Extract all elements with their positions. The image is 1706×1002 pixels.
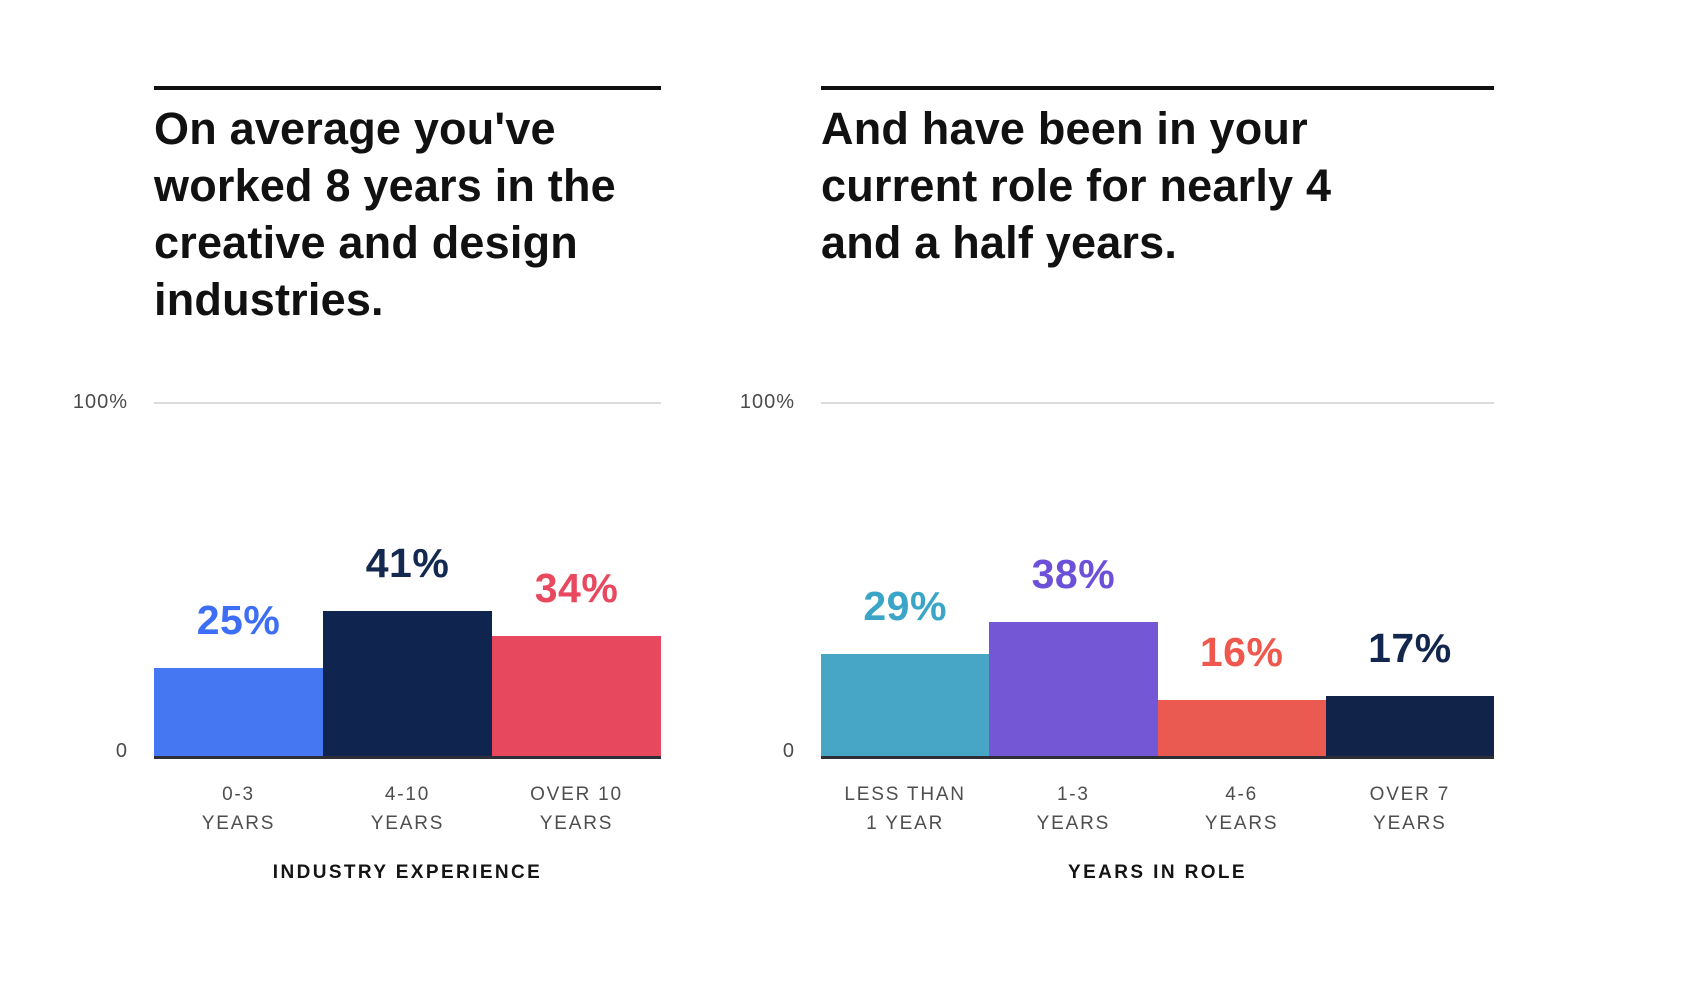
x-axis-tick-labels: 0-3 YEARS 4-10 YEARS OVER 10 YEARS (154, 780, 661, 838)
x-axis-tick-labels: LESS THAN 1 YEAR 1-3 YEARS 4-6 YEARS OVER 7… (821, 780, 1494, 838)
x-axis-tick-label: OVER 10 YEARS (530, 784, 623, 834)
bars-area: 29% 38% 16% 17% (821, 403, 1494, 756)
bar-value-label: 34% (534, 565, 619, 611)
x-axis-line (154, 756, 661, 759)
bar-rect (989, 621, 1158, 756)
y-axis-0-label: 0 (782, 740, 795, 762)
bar-value-label: 25% (196, 596, 281, 643)
bar-rect (492, 636, 661, 756)
bar-rect (154, 667, 323, 756)
gridline-100pct (821, 402, 1494, 404)
chart-headline: And have been in your current role for n… (821, 103, 1332, 268)
y-axis-100-label: 100% (739, 391, 795, 413)
x-axis-line (821, 756, 1494, 759)
gridline-100pct (154, 402, 661, 404)
bar-rect (821, 653, 990, 756)
y-axis-100-label: 100% (72, 391, 128, 413)
bar-group: 16% (1157, 403, 1326, 756)
y-axis-0-label: 0 (115, 740, 128, 762)
headline-rule (821, 86, 1494, 90)
bar-value-label: 41% (365, 540, 450, 587)
chart-section-industry-experience: On average you've worked 8 years in the … (73, 0, 661, 1002)
bar-group: 25% (154, 403, 323, 756)
bar-group: 29% (821, 403, 990, 756)
x-axis-tick-label: 4-6 YEARS (1204, 784, 1279, 834)
bar-group: 38% (989, 403, 1158, 756)
chart-headline: On average you've worked 8 years in the … (154, 103, 616, 325)
chart-section-years-in-role: And have been in your current role for n… (740, 0, 1494, 1002)
x-axis-tick-label: OVER 7 YEARS (1369, 784, 1451, 834)
bars-area: 25% 41% 34% (154, 403, 661, 756)
x-axis-tick-label: 0-3 YEARS (201, 784, 276, 834)
x-axis-tick-label: LESS THAN 1 YEAR (844, 784, 966, 834)
bar-value-label: 17% (1368, 625, 1452, 671)
bar-group: 41% (323, 403, 492, 756)
bar-value-label: 16% (1199, 628, 1284, 675)
bar-value-label: 38% (1031, 550, 1116, 597)
x-axis-tick-label: 1-3 YEARS (1036, 784, 1111, 834)
bar-rect (1157, 699, 1326, 756)
x-axis-title: INDUSTRY EXPERIENCE (272, 862, 543, 883)
headline-rule (154, 86, 661, 90)
bar-group: 17% (1325, 403, 1494, 756)
bar-rect (323, 611, 492, 756)
x-axis-tick-label: 4-10 YEARS (370, 784, 445, 834)
bar-group: 34% (492, 403, 661, 756)
bar-value-label: 29% (863, 582, 947, 629)
bar-rect (1325, 696, 1494, 756)
x-axis-title: YEARS IN ROLE (1068, 862, 1247, 883)
